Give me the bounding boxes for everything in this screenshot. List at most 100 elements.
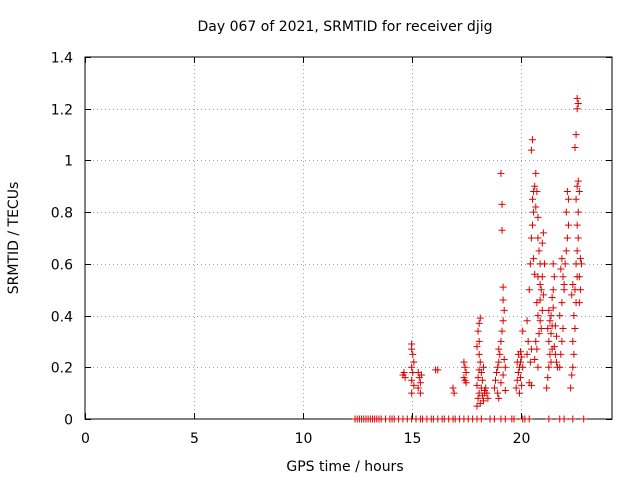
data-point	[527, 146, 535, 154]
data-point	[493, 368, 501, 376]
y-tick-label: 0	[64, 413, 73, 429]
data-point	[539, 229, 547, 237]
data-point	[462, 368, 470, 376]
y-axis-label: SRMTID / TECUs	[6, 182, 22, 295]
y-tick-label: 0.6	[51, 258, 73, 274]
data-point	[497, 337, 505, 345]
data-point	[517, 374, 525, 382]
data-point	[547, 330, 555, 338]
data-point	[483, 389, 491, 397]
data-point	[523, 350, 531, 358]
data-point	[409, 350, 417, 358]
data-point	[517, 348, 525, 356]
data-point	[532, 169, 540, 177]
data-point	[400, 368, 408, 376]
data-point	[532, 337, 540, 345]
data-point	[573, 247, 581, 255]
data-point	[546, 317, 554, 325]
y-tick-labels: 0 0.2 0.4 0.6 0.8 1 1.2 1.4	[51, 51, 73, 429]
data-points	[351, 94, 588, 423]
data-point	[548, 345, 556, 353]
data-point	[562, 247, 570, 255]
data-point	[450, 389, 458, 397]
data-point	[460, 358, 468, 366]
data-point	[568, 371, 576, 379]
data-point	[501, 363, 509, 371]
data-point	[477, 415, 485, 423]
data-point	[499, 296, 507, 304]
y-tick-label: 1.4	[51, 51, 73, 67]
data-point	[538, 239, 546, 247]
data-point	[569, 363, 577, 371]
data-point	[548, 293, 556, 301]
data-point	[499, 283, 507, 291]
data-point	[533, 345, 541, 353]
data-point	[576, 255, 584, 263]
data-point	[561, 260, 569, 268]
data-point	[569, 281, 577, 289]
data-point	[500, 306, 508, 314]
data-point	[559, 325, 567, 332]
data-point	[534, 312, 542, 320]
data-point	[569, 415, 577, 423]
data-point	[534, 363, 542, 371]
data-point	[562, 208, 570, 216]
data-point	[498, 200, 506, 208]
data-point	[574, 208, 582, 216]
data-point	[530, 255, 538, 263]
data-point	[538, 273, 546, 281]
data-point	[510, 415, 518, 423]
data-point	[416, 389, 424, 397]
data-point	[478, 376, 486, 384]
data-point	[544, 374, 552, 382]
data-point	[494, 389, 502, 397]
data-point	[476, 358, 484, 366]
data-point	[543, 384, 551, 392]
data-point	[531, 270, 539, 278]
data-point	[496, 350, 504, 358]
data-point	[525, 415, 533, 423]
data-point	[490, 384, 498, 392]
data-point	[408, 345, 416, 353]
data-point	[574, 100, 582, 108]
data-point	[556, 363, 564, 371]
data-point	[576, 286, 584, 294]
data-point	[575, 299, 583, 307]
data-point	[580, 415, 588, 423]
data-point	[537, 325, 545, 332]
data-point	[410, 381, 418, 389]
data-point	[401, 374, 409, 382]
data-point	[408, 389, 416, 397]
data-point	[416, 379, 424, 387]
data-point	[527, 381, 535, 389]
data-point	[563, 187, 571, 195]
data-point	[545, 363, 553, 371]
data-point	[500, 356, 508, 364]
data-point	[408, 363, 416, 371]
data-point	[544, 325, 552, 332]
data-point	[474, 374, 482, 382]
data-point	[518, 381, 526, 389]
data-point	[461, 376, 469, 384]
data-point	[536, 296, 544, 304]
y-tick-label: 0.8	[51, 206, 73, 222]
data-point	[501, 387, 509, 395]
data-point	[514, 368, 522, 376]
data-point	[529, 195, 537, 203]
data-point	[473, 343, 481, 351]
data-point	[512, 384, 520, 392]
data-point	[449, 384, 457, 392]
x-tick-label: 15	[404, 431, 422, 447]
data-point	[569, 337, 577, 345]
data-point	[564, 195, 572, 203]
data-point	[535, 247, 543, 255]
axis-ticks	[85, 57, 612, 420]
data-point	[550, 273, 558, 281]
data-point	[414, 384, 422, 392]
data-point	[532, 203, 540, 211]
data-point	[574, 177, 582, 185]
x-tick-label: 5	[190, 431, 199, 447]
data-point	[515, 389, 523, 397]
data-point	[530, 208, 538, 216]
